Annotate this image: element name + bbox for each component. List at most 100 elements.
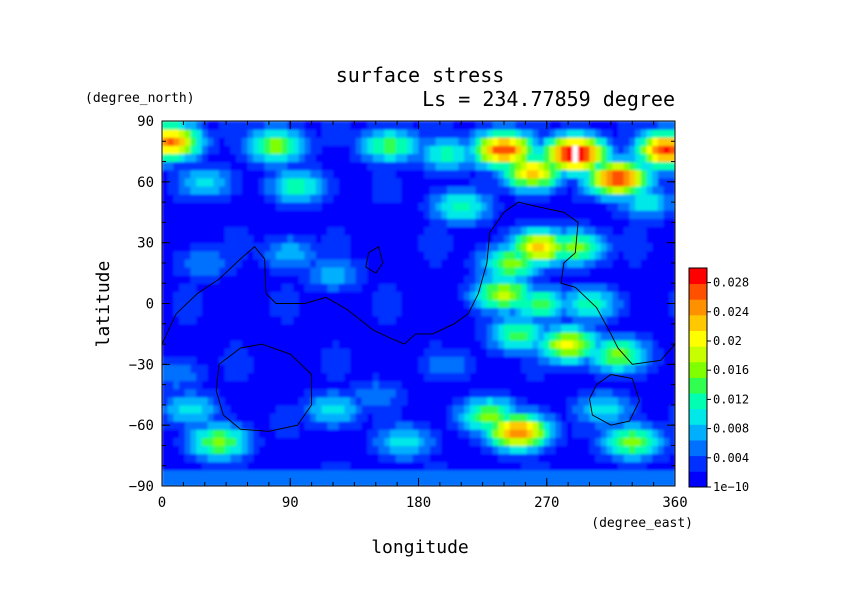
heatmap-cell [646,356,653,365]
heatmap-cell [424,299,431,309]
heatmap-cell [458,291,465,301]
heatmap-cell [190,291,197,301]
heatmap-cell [492,234,499,244]
heatmap-cell [595,356,602,365]
heatmap-cell [224,177,231,187]
heatmap-cell [458,380,465,390]
heatmap-cell [481,315,488,325]
heatmap-cell [572,299,579,309]
heatmap-cell [315,291,323,301]
heatmap-cell [452,404,459,414]
heatmap-cell [481,169,488,179]
heatmap-cell [640,437,648,447]
heatmap-cell [492,323,499,333]
heatmap-cell [304,307,311,317]
heatmap-cell [572,404,579,414]
heatmap-cell [572,396,579,406]
heatmap-cell [429,194,437,203]
heatmap-cell [253,421,260,430]
heatmap-cell [475,275,482,284]
heatmap-cell [236,226,243,236]
heatmap-cell [213,242,220,252]
heatmap-cell [515,340,522,349]
heatmap-cell [258,421,266,430]
heatmap-cell [629,445,636,455]
heatmap-cell [464,364,471,374]
heatmap-cell [543,202,551,211]
heatmap-cell [618,283,625,292]
heatmap-cell [401,404,408,414]
heatmap-cell [355,461,363,471]
heatmap-cell [424,477,431,486]
heatmap-cell [424,307,431,317]
heatmap-cell [230,129,237,138]
heatmap-cell [543,226,551,236]
heatmap-cell [504,218,511,228]
heatmap-cell [378,307,385,317]
heatmap-cell [452,234,459,244]
heatmap-cell [407,129,414,138]
heatmap-cell [173,356,180,365]
heatmap-cell [549,380,556,390]
heatmap-cell [458,169,465,179]
heatmap-cell [407,437,414,447]
heatmap-cell [201,453,209,463]
heatmap-cell [623,275,630,284]
heatmap-cell [549,445,556,455]
heatmap-cell [606,161,613,171]
heatmap-cell [287,250,294,260]
heatmap-cell [578,121,585,130]
heatmap-cell [606,275,613,284]
heatmap-cell [640,226,648,236]
heatmap-cell [407,291,414,301]
heatmap-cell [669,331,675,341]
heatmap-cell [663,461,670,471]
heatmap-cell [287,323,294,333]
heatmap-cell [201,477,209,486]
heatmap-cell [418,194,425,203]
heatmap-cell [276,356,283,365]
heatmap-cell [555,291,562,301]
heatmap-cell [390,202,397,211]
heatmap-cell [555,315,562,325]
heatmap-cell [612,145,619,155]
heatmap-cell [224,477,231,486]
heatmap-cell [589,218,596,228]
heatmap-cell [390,421,397,430]
heatmap-cell [344,437,351,447]
heatmap-cell [589,340,596,349]
heatmap-cell [412,226,420,236]
heatmap-cell [219,469,226,479]
heatmap-cell [492,437,499,447]
heatmap-cell [561,445,568,455]
heatmap-cell [281,469,288,479]
heatmap-cell [600,331,608,341]
heatmap-cell [538,331,545,341]
heatmap-cell [304,267,311,276]
heatmap-cell [464,348,471,357]
heatmap-cell [572,250,579,260]
heatmap-cell [190,356,197,365]
heatmap-cell [310,177,317,187]
heatmap-cell [469,194,477,203]
heatmap-cell [162,242,169,252]
heatmap-cell [452,194,459,203]
heatmap-cell [372,429,380,438]
heatmap-cell [355,234,363,244]
heatmap-cell [618,421,625,430]
heatmap-cell [469,161,477,171]
heatmap-cell [646,413,653,422]
heatmap-cell [583,364,591,374]
heatmap-cell [486,153,494,163]
heatmap-cell [566,145,573,155]
heatmap-cell [486,477,494,486]
heatmap-cell [561,299,568,309]
heatmap-cell [350,202,357,211]
heatmap-cell [561,177,568,187]
heatmap-cell [338,250,345,260]
heatmap-cell [395,291,402,301]
heatmap-cell [618,202,625,211]
heatmap-cell [578,404,585,414]
